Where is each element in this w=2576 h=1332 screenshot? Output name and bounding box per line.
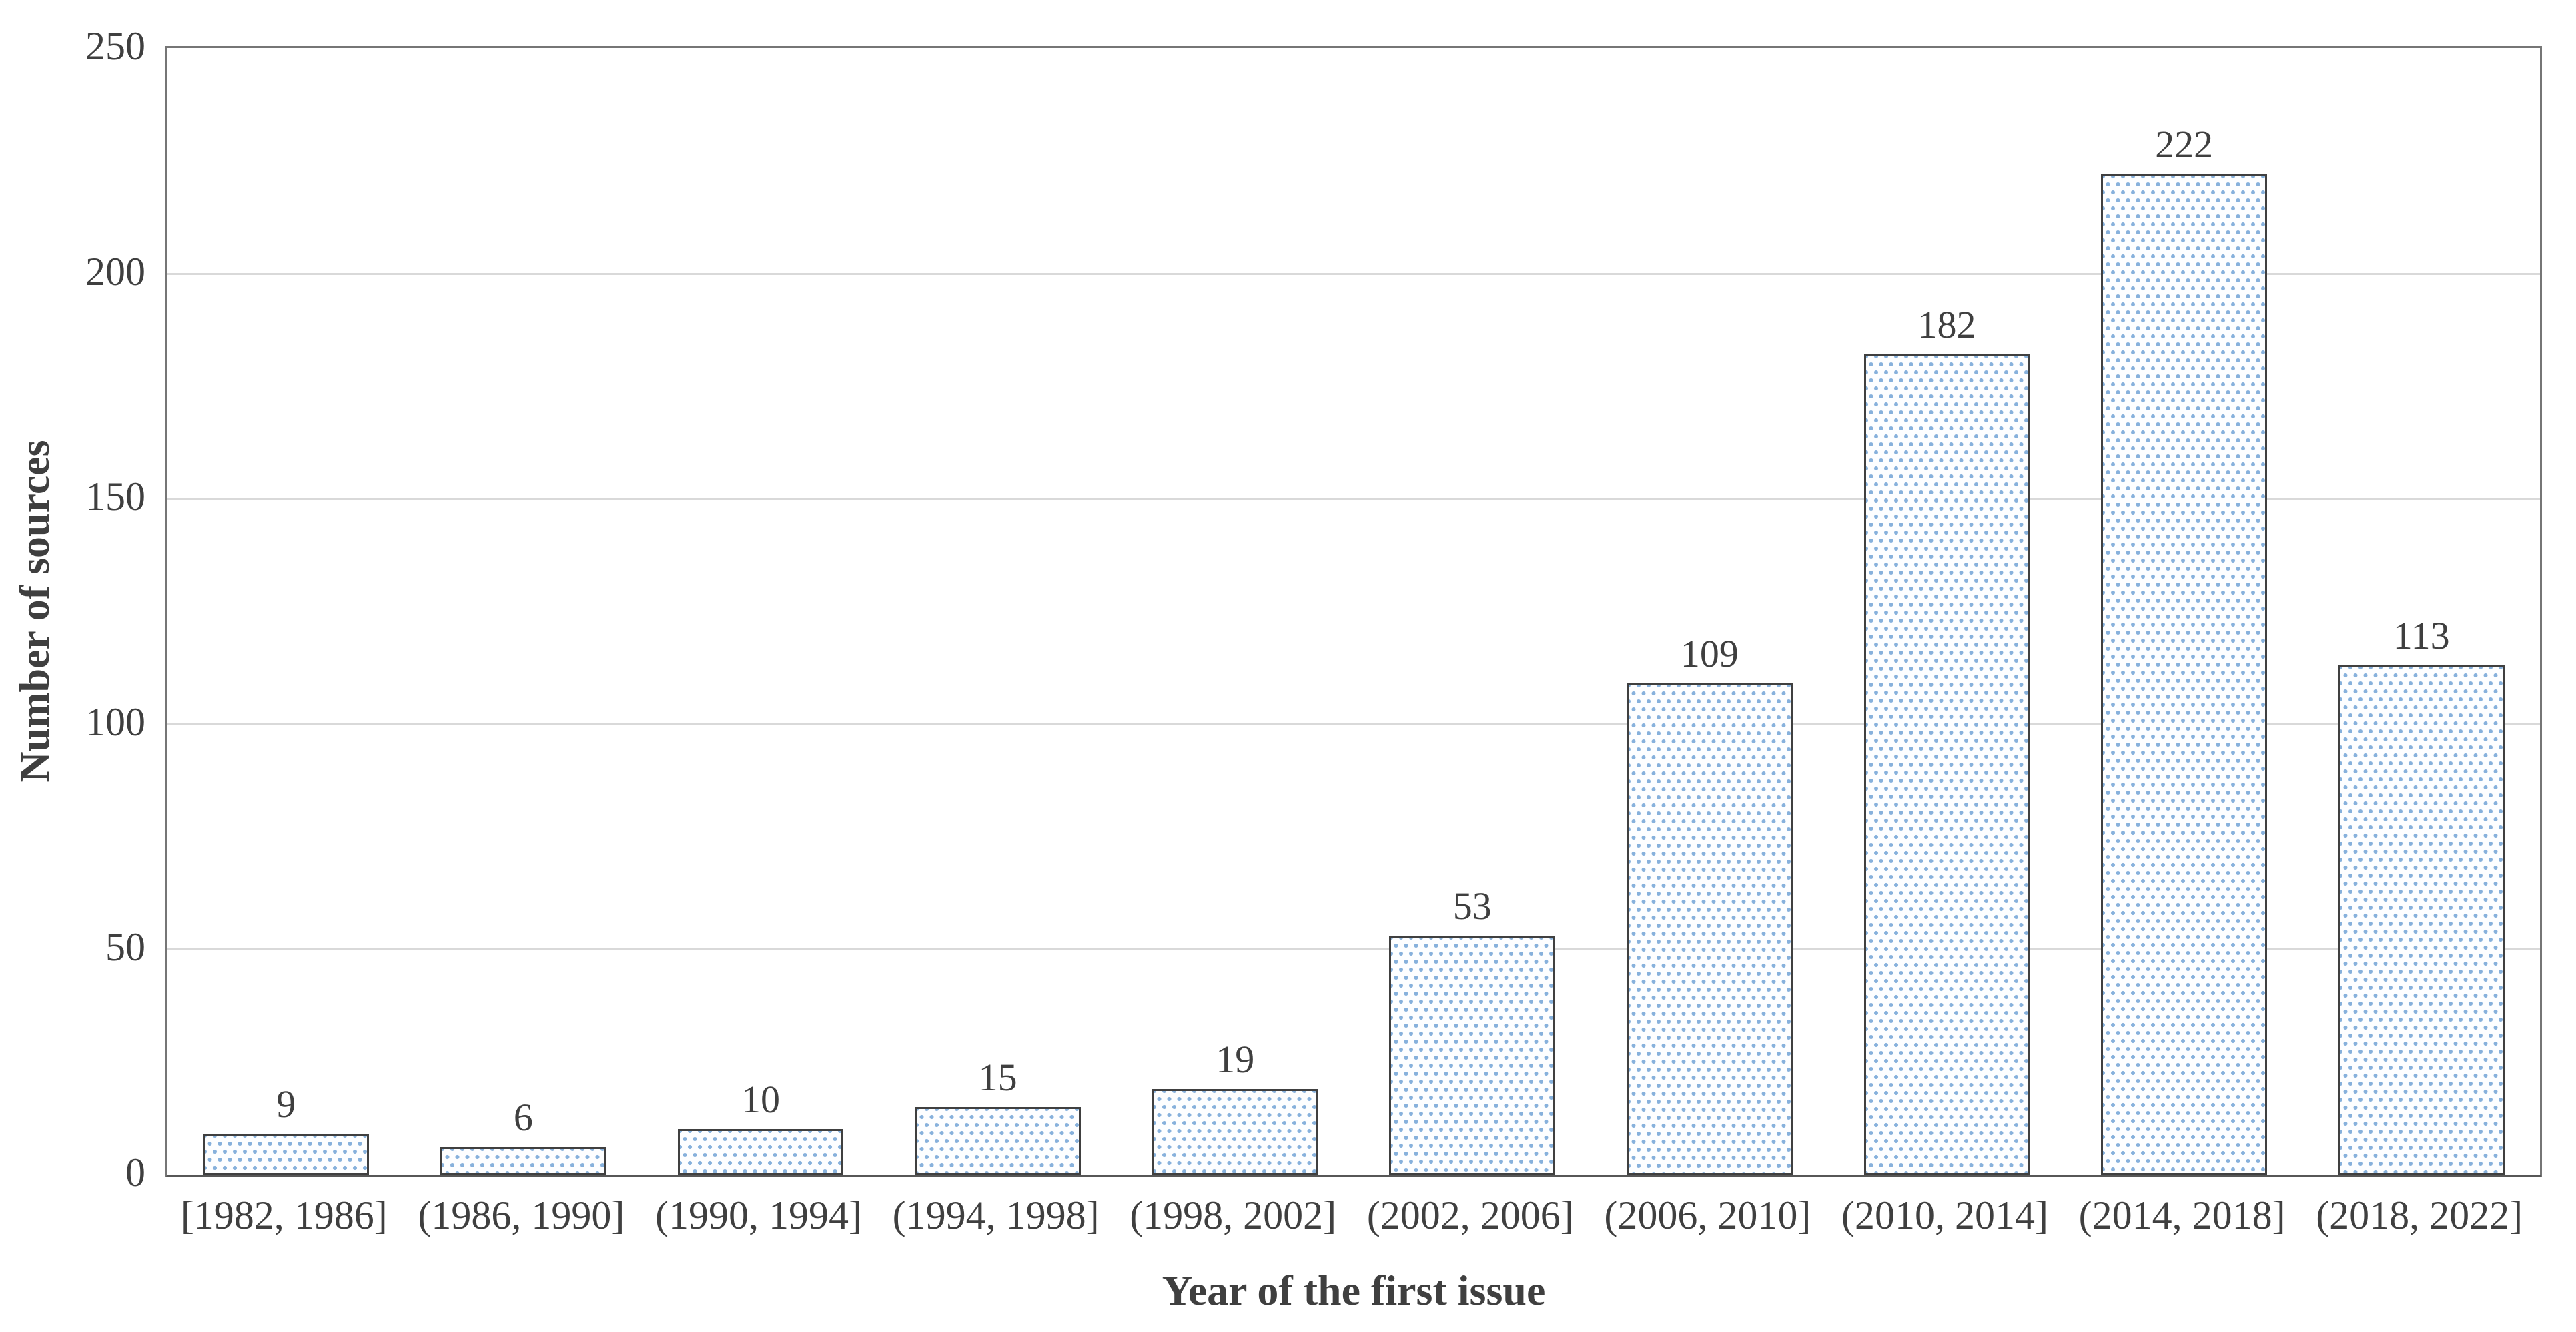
y-axis-tick-labels: 0 50 100 150 200 250 xyxy=(0,24,145,1195)
bar xyxy=(2101,174,2268,1175)
bar xyxy=(677,1129,844,1175)
y-tick-label: 150 xyxy=(85,474,145,519)
bar-value-label: 9 xyxy=(276,1082,296,1126)
bar-value-label: 113 xyxy=(2393,614,2450,657)
x-axis-title: Year of the first issue xyxy=(1162,1267,1546,1314)
bar xyxy=(203,1134,370,1175)
y-tick-label: 100 xyxy=(85,699,145,744)
x-tick-label: (2014, 2018] xyxy=(2078,1193,2286,1237)
gridline xyxy=(167,948,2540,951)
gridline xyxy=(167,498,2540,501)
bar xyxy=(440,1147,606,1175)
x-tick-label: (2002, 2006] xyxy=(1366,1193,1574,1237)
bar xyxy=(1152,1089,1318,1175)
x-tick-label: (1998, 2002] xyxy=(1130,1193,1337,1237)
bar-value-label: 15 xyxy=(978,1056,1017,1099)
bar-value-label: 19 xyxy=(1216,1038,1255,1081)
bar xyxy=(2338,665,2505,1175)
x-tick-label: (2006, 2010] xyxy=(1604,1193,1811,1237)
bar xyxy=(1863,354,2030,1175)
bar xyxy=(1389,936,1556,1175)
x-axis-tick-labels: [1982, 1986] (1986, 1990] (1990, 1994] (199… xyxy=(165,1192,2542,1252)
plot-area: 9 6 10 15 19 53 109 182 222 113 xyxy=(165,46,2542,1177)
bar-value-label: 10 xyxy=(741,1078,780,1121)
bar-value-label: 53 xyxy=(1452,884,1492,928)
y-tick-label: 0 xyxy=(125,1150,145,1195)
bar xyxy=(1626,683,1793,1175)
x-tick-label: (1990, 1994] xyxy=(655,1193,862,1237)
bar-value-label: 182 xyxy=(1917,303,1976,346)
gridline xyxy=(167,272,2540,275)
y-tick-label: 250 xyxy=(85,24,145,68)
bar-value-label: 222 xyxy=(2155,123,2214,166)
bar-value-label: 6 xyxy=(513,1096,533,1139)
x-tick-label: (2018, 2022] xyxy=(2316,1193,2523,1237)
x-tick-label: (1986, 1990] xyxy=(418,1193,625,1237)
y-tick-label: 50 xyxy=(105,925,145,970)
y-tick-label: 200 xyxy=(85,249,145,294)
x-tick-label: (2010, 2014] xyxy=(1841,1193,2048,1237)
gridline xyxy=(167,723,2540,725)
bar-value-label: 109 xyxy=(1680,632,1739,675)
x-tick-label: [1982, 1986] xyxy=(180,1193,388,1237)
x-tick-label: (1994, 1998] xyxy=(892,1193,1100,1237)
bar xyxy=(915,1107,1082,1175)
